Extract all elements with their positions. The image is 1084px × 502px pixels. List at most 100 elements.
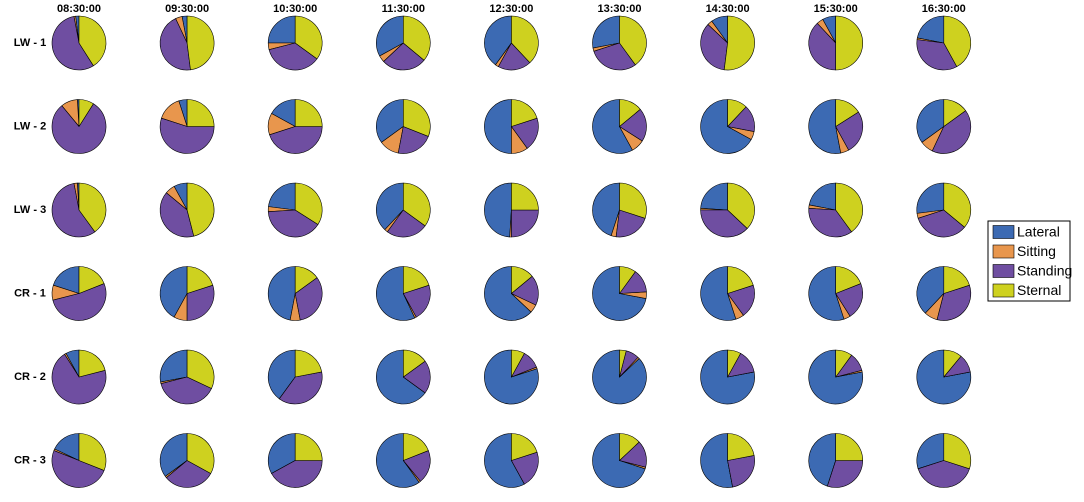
pie-slice: [271, 460, 323, 488]
column-label: 11:30:00: [382, 3, 425, 15]
pie-slice: [723, 15, 755, 71]
pie-slice: [279, 371, 323, 405]
pie-slice: [943, 15, 972, 67]
pie-slice: [615, 209, 646, 238]
pie-slice: [932, 110, 972, 154]
pie-slice: [619, 99, 641, 127]
pie-slice: [835, 182, 863, 233]
pie-slice: [835, 283, 863, 317]
pie-slice: [700, 209, 748, 238]
pie-slice: [511, 209, 539, 238]
pie-slice: [294, 99, 323, 127]
pie-slice: [592, 433, 646, 488]
legend-swatch: [992, 283, 1015, 298]
pie-slice: [593, 42, 636, 71]
pie-slice: [808, 208, 852, 238]
pie-slice: [916, 15, 945, 44]
pie-slice: [592, 99, 633, 154]
pie-slice: [78, 99, 94, 127]
pie-slice: [186, 266, 214, 294]
pie-slice: [727, 349, 741, 378]
pie-slice: [376, 266, 416, 321]
column-label: 08:30:00: [57, 3, 101, 15]
pie-slice: [51, 353, 107, 405]
pie-slice: [727, 455, 755, 488]
pie-slice: [403, 99, 431, 137]
pie-slice: [916, 266, 945, 314]
column-label: 12:30:00: [489, 3, 533, 15]
pie-slice: [78, 182, 107, 233]
pie-slice: [159, 349, 188, 383]
pie-slice: [943, 99, 966, 127]
pie-slice: [294, 266, 318, 294]
pie-slice: [267, 433, 296, 474]
pie-slice: [159, 192, 195, 238]
pie-slice: [165, 460, 212, 488]
pie-slice: [827, 460, 863, 488]
pie-slice: [78, 349, 106, 378]
pie-slice: [397, 126, 429, 154]
pie-slice: [294, 182, 323, 225]
pie-slice: [267, 266, 296, 321]
pie-slice: [619, 349, 627, 378]
pie-slice: [511, 349, 525, 378]
legend-label: Lateral: [1017, 224, 1060, 240]
pie-slice: [294, 15, 323, 60]
legend-swatch: [992, 244, 1015, 259]
pie-slice: [619, 182, 647, 219]
pie-slice: [186, 182, 215, 237]
pie-slice: [619, 15, 647, 66]
pie-slice: [619, 433, 640, 461]
pie-slice: [376, 433, 420, 488]
pie-slice: [376, 349, 426, 405]
pie-slice: [78, 15, 107, 67]
pie-slice: [376, 99, 404, 143]
pie-slice: [376, 15, 404, 57]
pie-slice: [700, 433, 733, 488]
pie-slice: [51, 183, 96, 238]
pie-slice: [186, 15, 215, 71]
pie-slice: [727, 182, 755, 229]
pie-slice: [511, 99, 538, 127]
pie-slice: [267, 349, 296, 400]
pie-slice: [159, 266, 188, 318]
row-label: LW - 3: [14, 204, 46, 216]
pie-slice: [808, 23, 836, 71]
row-label: CR - 3: [14, 454, 46, 466]
pie-slice: [917, 209, 965, 238]
pie-slice: [700, 24, 728, 71]
pie-slice: [511, 15, 539, 63]
pie-slice: [916, 182, 945, 214]
pie-slice: [619, 266, 636, 294]
column-label: 10:30:00: [273, 3, 317, 15]
pie-slice: [186, 349, 215, 389]
pie-slice: [511, 451, 539, 485]
pie-slice: [267, 15, 296, 44]
pie-slice: [808, 266, 845, 321]
pie-slice: [376, 182, 404, 230]
legend-label: Standing: [1017, 263, 1072, 279]
pie-slice: [484, 433, 525, 488]
pie-slice: [383, 42, 425, 71]
pie-slice: [916, 99, 945, 143]
pie-slice: [484, 99, 512, 154]
pie-slice: [835, 111, 863, 151]
pie-slice: [51, 450, 105, 488]
pie-slice: [186, 433, 215, 474]
pie-slice: [186, 284, 215, 321]
pie-slice: [917, 460, 970, 488]
pie-slice: [700, 182, 728, 211]
pie-slice: [484, 266, 532, 321]
pie-slice: [727, 433, 755, 461]
column-label: 13:30:00: [597, 3, 641, 15]
row-label: LW - 2: [14, 120, 46, 132]
pie-slice: [159, 117, 215, 154]
legend-swatch: [992, 264, 1015, 278]
pie-slice: [159, 433, 188, 477]
pie-slice: [78, 433, 107, 471]
pie-slice: [484, 182, 512, 238]
column-label: 16:30:00: [922, 3, 966, 15]
pie-slice: [727, 99, 747, 127]
pie-slice: [835, 266, 862, 294]
